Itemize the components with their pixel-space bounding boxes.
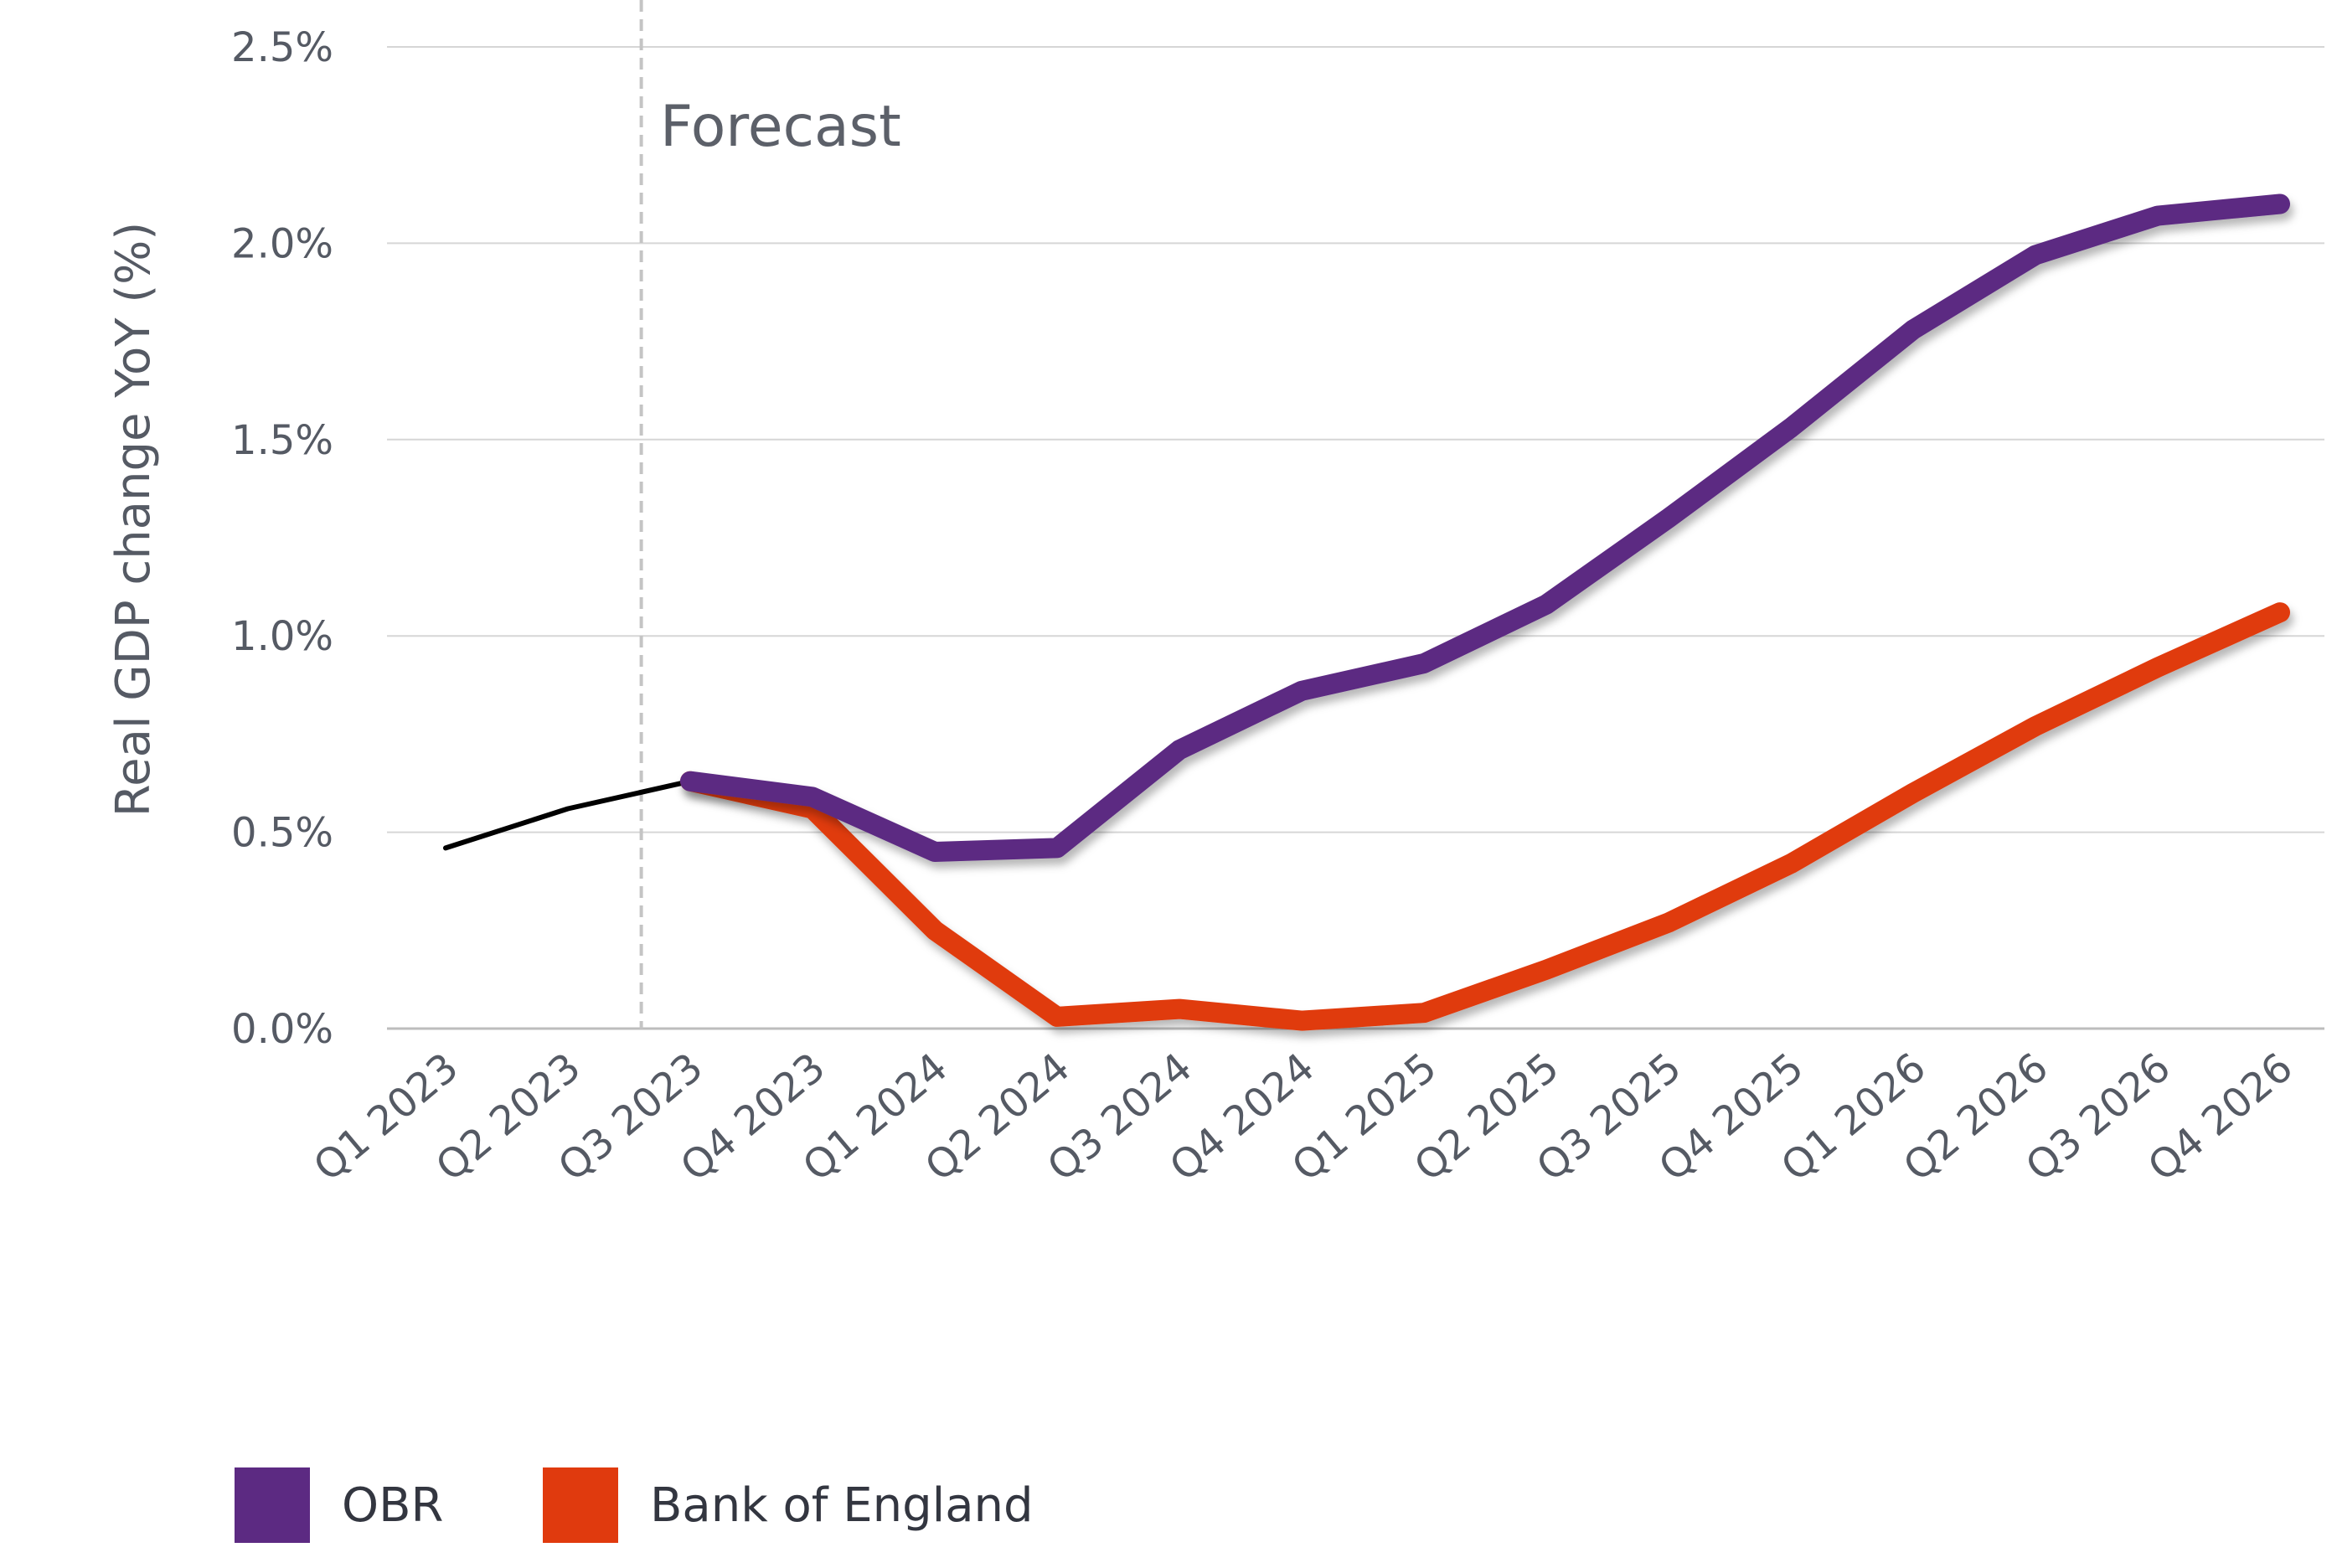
y-tick-label: 2.5% [231,24,333,71]
forecast-label: Forecast [660,94,901,160]
series-line-bank-of-england [680,602,2290,1031]
legend: OBR Bank of England [235,1467,1034,1543]
legend-swatch-obr [235,1467,310,1543]
y-axis-label: Real GDP change YoY (%) [106,222,161,817]
y-tick-label: 1.0% [231,613,333,660]
series-line-historical [443,778,693,851]
y-tick-label: 2.0% [231,220,333,267]
legend-swatch-bank-of-england [543,1467,618,1543]
legend-label-obr: OBR [342,1478,443,1533]
y-axis-ticks: 0.0% 0.5% 1.0% 1.5% 2.0% 2.5% [231,24,333,1053]
series-lines [443,193,2290,1031]
gridlines [387,46,2324,1030]
legend-label-bank-of-england: Bank of England [650,1478,1034,1533]
series-line-obr [680,193,2290,862]
y-tick-label: 0.5% [231,810,333,857]
y-tick-label: 1.5% [231,417,333,464]
y-tick-label: 0.0% [231,1006,333,1053]
